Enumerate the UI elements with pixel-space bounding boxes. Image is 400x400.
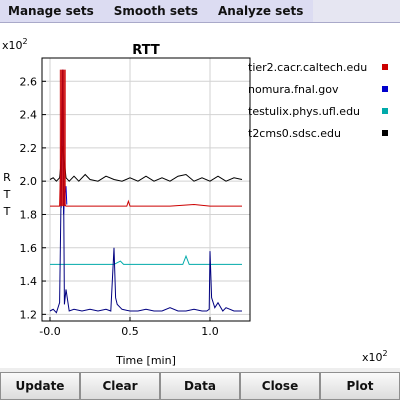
clear-button[interactable]: Clear	[80, 372, 160, 400]
plot-background	[42, 58, 250, 321]
update-button[interactable]: Update	[0, 372, 80, 400]
y-multiplier-base: x10	[2, 39, 23, 52]
y-axis-label-char: T	[3, 205, 11, 218]
x-axis-label: Time [min]	[115, 354, 176, 367]
x-tick-label: 0.5	[121, 325, 139, 338]
y-tick-label: 1.2	[20, 308, 38, 321]
series-line-4	[49, 69, 242, 314]
menu-bar-filler	[313, 0, 400, 22]
y-axis-label-char: R	[3, 171, 11, 184]
menu-smooth-sets[interactable]: Smooth sets	[103, 0, 209, 22]
legend-label-0: tier2.cacr.caltech.edu	[248, 61, 367, 74]
y-axis-label-char: T	[3, 188, 11, 201]
button-bar: Update Clear Data Close Plot	[0, 372, 400, 400]
x-multiplier-exp: 2	[383, 349, 388, 358]
y-axis-label: RTT	[3, 171, 12, 218]
y-multiplier: x102	[2, 37, 28, 52]
plot-button[interactable]: Plot	[320, 372, 400, 400]
y-tick-label: 2.4	[20, 109, 38, 122]
close-button[interactable]: Close	[240, 372, 320, 400]
x-tick-label: 1.0	[201, 325, 219, 338]
legend-label-2: testulix.phys.ufl.edu	[248, 105, 360, 118]
y-tick-label: 1.6	[20, 242, 38, 255]
y-tick-label: 1.4	[20, 275, 38, 288]
data-button[interactable]: Data	[160, 372, 240, 400]
y-tick-label: 2.6	[20, 75, 38, 88]
y-tick-label: 2.2	[20, 142, 38, 155]
legend-swatch-1	[382, 86, 388, 92]
plot-area: 1.2 1.4 1.6 1.8 2.0 2.2 2.4 2.6 -0.0 0.5 1.0	[20, 57, 251, 338]
menu-manage-sets[interactable]: Manage sets	[0, 0, 104, 22]
x-multiplier-base: x10	[362, 351, 383, 364]
x-tick-label: -0.0	[39, 325, 60, 338]
y-tick-label: 1.8	[20, 208, 38, 221]
chart-title: RTT	[132, 43, 160, 58]
menu-analyze-sets[interactable]: Analyze sets	[208, 0, 314, 22]
legend-label-1: nomura.fnal.gov	[248, 83, 339, 96]
menu-bar: Manage sets Smooth sets Analyze sets	[0, 0, 400, 23]
legend-label-3: t2cms0.sdsc.edu	[248, 127, 341, 140]
rtt-chart: RTT x102 x102 Time [min] RTT 1.21.41.61.…	[2, 37, 388, 367]
x-multiplier: x102	[362, 349, 388, 364]
legend-swatch-3	[382, 130, 388, 136]
legend-swatch-0	[382, 64, 388, 70]
series-line-2	[50, 254, 242, 265]
y-tick-label: 2.0	[20, 175, 38, 188]
legend-swatch-2	[382, 108, 388, 114]
plot-frame	[41, 57, 251, 322]
y-multiplier-exp: 2	[23, 37, 28, 46]
legend: tier2.cacr.caltech.edu nomura.fnal.gov tes…	[248, 61, 388, 140]
tier2-spike-bar	[59, 69, 66, 207]
